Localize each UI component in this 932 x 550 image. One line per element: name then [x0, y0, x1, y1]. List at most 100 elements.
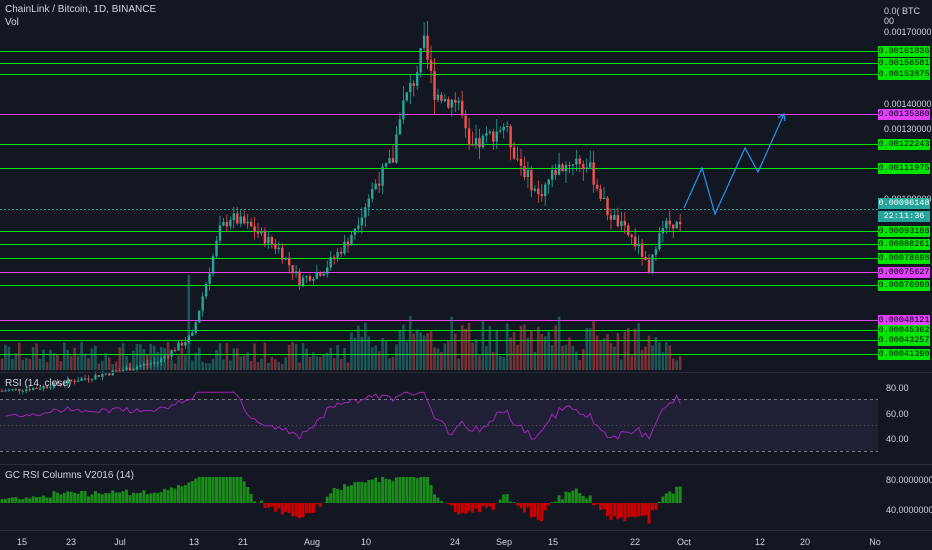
candle-body	[38, 388, 42, 390]
candle-body	[339, 251, 343, 254]
gc-column	[315, 503, 319, 505]
gc-column	[163, 488, 167, 503]
candle-body	[589, 162, 592, 168]
gc-column	[329, 493, 333, 503]
symbol-title[interactable]: ChainLink / Bitcoin, 1D, BINANCE	[5, 4, 157, 15]
candle-body	[516, 158, 519, 160]
candle-body	[540, 194, 543, 197]
candle-body	[637, 243, 640, 247]
gc-column	[367, 480, 371, 503]
candle-body	[371, 189, 374, 199]
volume-bar	[640, 349, 644, 370]
price-axis-label: 0.00130000	[884, 124, 932, 134]
gc-column	[363, 482, 367, 503]
gc-column	[529, 503, 533, 518]
candle-body	[142, 363, 146, 366]
volume-bar	[294, 343, 298, 370]
time-axis-label: 24	[449, 537, 461, 547]
volume-bar	[578, 360, 582, 370]
candle-body	[554, 170, 557, 175]
volume-bar	[218, 343, 222, 370]
volume-bar	[146, 354, 149, 370]
volume-bar	[481, 321, 485, 370]
candle-body	[319, 272, 322, 276]
candle-body	[59, 384, 63, 386]
candle-body	[14, 388, 18, 390]
candle-body	[215, 240, 218, 257]
gc-column	[516, 503, 520, 506]
candle-body	[132, 369, 135, 371]
candle-body	[281, 247, 284, 260]
rsi-title[interactable]: RSI (14, close)	[5, 378, 72, 389]
volume-bar	[142, 349, 146, 370]
candle-body	[284, 257, 287, 260]
pane-separator[interactable]	[0, 464, 932, 465]
candle-body	[52, 382, 56, 388]
volume-bar	[478, 355, 481, 370]
candle-body	[287, 257, 291, 266]
candle-body	[218, 225, 222, 241]
candle-body	[398, 119, 402, 135]
gc-column	[356, 481, 360, 503]
volume-bar	[602, 338, 606, 370]
candle-body	[159, 358, 163, 363]
candle-body	[367, 198, 370, 208]
gc-column	[242, 481, 246, 503]
volume-bar	[235, 348, 239, 370]
currency-label[interactable]: 0.0( BTC 00	[884, 6, 921, 26]
volume-bar	[128, 362, 132, 370]
gc-column	[52, 491, 56, 503]
volume-bar	[280, 363, 284, 370]
candle-body	[651, 254, 654, 273]
time-axis-label: 12	[754, 537, 766, 547]
candle-body	[609, 215, 613, 220]
volume-bar	[398, 330, 402, 370]
gc-column	[24, 497, 28, 503]
gc-column	[675, 486, 679, 503]
volume-bar	[671, 358, 675, 370]
price-tag: 0.00122243	[878, 139, 930, 150]
volume-bar	[633, 328, 637, 370]
gc-column	[384, 478, 388, 503]
gc-column	[152, 492, 156, 503]
volume-bar	[547, 331, 550, 370]
volume-bar	[173, 363, 177, 370]
gc-column	[557, 495, 561, 503]
gc-column	[100, 494, 104, 503]
gc-column	[291, 503, 295, 517]
gc-column	[481, 503, 485, 507]
volume-bar	[274, 359, 277, 370]
candle-body	[49, 387, 52, 389]
volume-bar	[191, 360, 194, 370]
candle-body	[118, 370, 121, 372]
candle-body	[595, 184, 599, 189]
gc-column	[491, 503, 495, 510]
gc-column	[280, 503, 284, 515]
time-axis-label: Oct	[676, 537, 692, 547]
gc-column	[28, 498, 32, 503]
volume-bar	[336, 344, 339, 370]
gc-column	[616, 503, 620, 520]
volume-bar	[277, 361, 281, 370]
gc-column	[114, 492, 118, 503]
gc-column	[170, 487, 174, 503]
volume-bar	[38, 358, 42, 370]
pane-separator[interactable]	[0, 372, 932, 373]
candle-body	[630, 234, 633, 237]
candle-body	[270, 237, 274, 244]
volume-bar	[204, 363, 208, 370]
gc-column	[644, 503, 648, 516]
candle-body	[135, 366, 139, 370]
gc-column	[561, 499, 565, 503]
candle-body	[73, 380, 76, 382]
volume-bar	[644, 346, 647, 370]
gc-title[interactable]: GC RSI Columns V2016 (14)	[5, 470, 134, 481]
gc-column	[505, 494, 509, 503]
candle-body	[391, 158, 395, 163]
gc-column	[14, 497, 18, 503]
candle-body	[108, 373, 111, 376]
volume-bar	[284, 357, 288, 370]
volume-bar	[56, 354, 59, 370]
